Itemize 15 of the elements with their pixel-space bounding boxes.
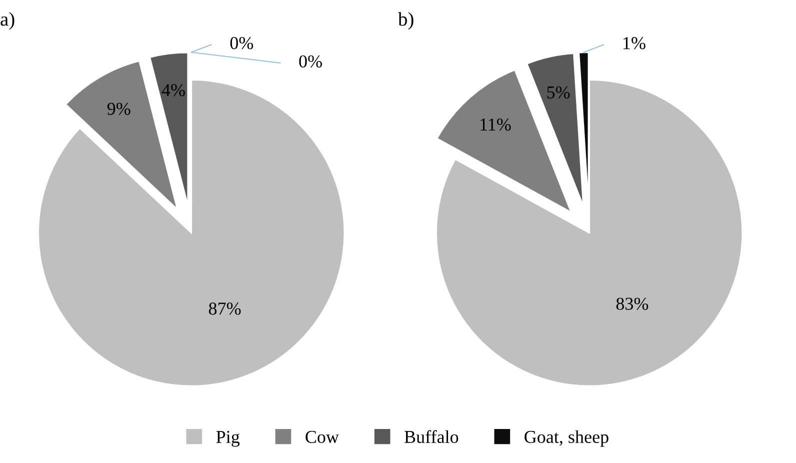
chart-title: a)	[0, 12, 14, 30]
text: 0%	[299, 55, 322, 68]
data-label: 9%	[107, 102, 130, 115]
legend-label: Buffalo	[404, 430, 458, 444]
data-label: 4%	[162, 84, 185, 96]
data-label: 5%	[547, 86, 570, 99]
legend-label: Cow	[306, 430, 339, 444]
data-label: 11%	[480, 118, 511, 131]
legend-label: Goat, sheep	[524, 430, 608, 447]
data-label: 1%	[624, 37, 646, 50]
data-label: 87%	[208, 302, 241, 315]
text: 0%	[230, 36, 254, 50]
data-label: 83%	[616, 298, 648, 310]
chart-title: b)	[398, 12, 414, 30]
legend-label: Pig	[216, 430, 240, 447]
